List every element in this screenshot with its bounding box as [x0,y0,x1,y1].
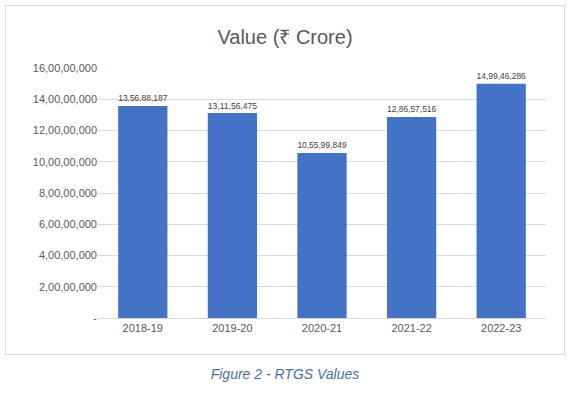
svg-text:4,00,00,000: 4,00,00,000 [39,249,97,261]
svg-text:13,11,56,475: 13,11,56,475 [208,101,257,111]
svg-text:Value (₹ Crore): Value (₹ Crore) [217,26,352,48]
html-text:Figure 2 - RTGS Values: Figure 2 - RTGS Values [210,366,360,382]
svg-text:6,00,00,000: 6,00,00,000 [39,218,97,230]
svg-text:2018-19: 2018-19 [123,322,163,334]
svg-text:14,00,00,000: 14,00,00,000 [33,93,97,105]
svg-text:2,00,00,000: 2,00,00,000 [39,281,97,293]
svg-text:2019-20: 2019-20 [212,322,252,334]
svg-text:14,99,46,286: 14,99,46,286 [477,71,526,81]
svg-text:2020-21: 2020-21 [302,322,342,334]
svg-text:12,86,57,516: 12,86,57,516 [387,104,436,114]
svg-text:2021-22: 2021-22 [391,322,431,334]
svg-text:10,55,99,849: 10,55,99,849 [297,140,346,150]
svg-text:2022-23: 2022-23 [481,322,521,334]
svg-text:8,00,00,000: 8,00,00,000 [39,187,97,199]
svg-text:16,00,00,000: 16,00,00,000 [33,62,97,74]
svg-text:13,56,88,187: 13,56,88,187 [118,93,167,103]
svg-text:12,00,00,000: 12,00,00,000 [33,124,97,136]
svg-text:10,00,00,000: 10,00,00,000 [33,156,97,168]
svg-text:-: - [93,312,97,324]
